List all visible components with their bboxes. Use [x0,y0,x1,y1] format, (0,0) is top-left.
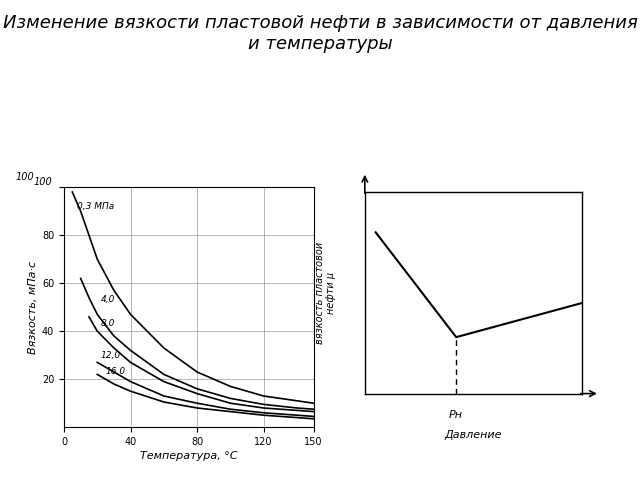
Text: 100: 100 [15,172,34,182]
Text: Рн: Рн [449,410,463,420]
Y-axis label: Вязкость, мПа·с: Вязкость, мПа·с [28,261,38,354]
Text: 4,0: 4,0 [100,295,115,304]
Text: 12,0: 12,0 [100,350,121,360]
Text: 16,0: 16,0 [106,367,125,376]
Text: Изменение вязкости пластовой нефти в зависимости от давления и температуры: Изменение вязкости пластовой нефти в зав… [3,14,637,53]
Text: 0,3 МПа: 0,3 МПа [77,202,115,211]
X-axis label: Температура, °С: Температура, °С [140,451,237,461]
Text: вязкость пластовой
нефти μ: вязкость пластовой нефти μ [315,241,337,344]
Text: 8,0: 8,0 [100,319,115,328]
Text: 100: 100 [34,178,52,187]
Text: Давление: Давление [445,430,502,440]
